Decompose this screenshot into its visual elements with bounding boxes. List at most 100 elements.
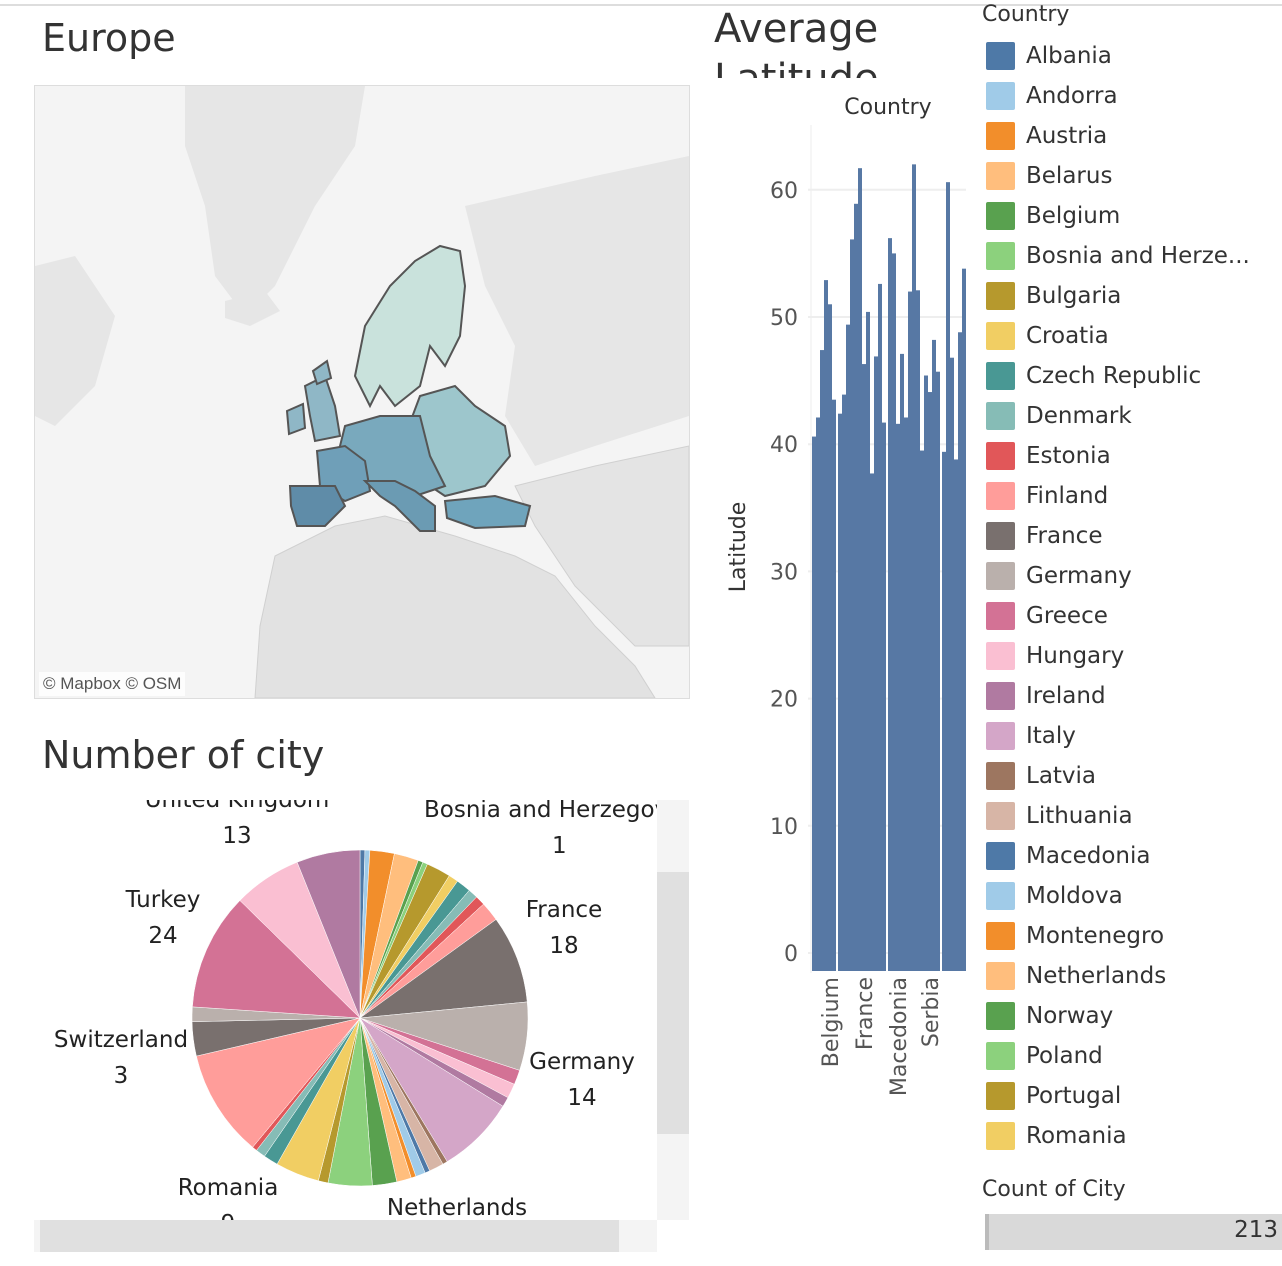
bar-belgium[interactable] xyxy=(828,304,832,971)
map-region-iberia[interactable] xyxy=(288,485,347,527)
legend-swatch xyxy=(986,242,1015,270)
legend-item[interactable]: Czech Republic xyxy=(986,361,1201,391)
legend-item[interactable]: Norway xyxy=(986,1001,1113,1031)
pie-slice-country[interactable] xyxy=(196,1017,361,1148)
bar-netherlands[interactable] xyxy=(908,291,912,971)
legend-item[interactable]: Finland xyxy=(986,481,1108,511)
legend-item[interactable]: Netherlands xyxy=(986,961,1166,991)
legend-item[interactable]: Albania xyxy=(986,41,1112,71)
bar-albania[interactable] xyxy=(812,436,816,971)
map-attribution[interactable]: © Mapbox © OSM xyxy=(39,672,186,696)
legend-item[interactable]: Poland xyxy=(986,1041,1103,1071)
bar-norway[interactable] xyxy=(912,164,916,972)
bar-latvia[interactable] xyxy=(888,238,892,972)
map-region-turkey[interactable] xyxy=(443,494,532,530)
bar-romania[interactable] xyxy=(924,375,928,972)
bar-switzerland[interactable] xyxy=(950,357,954,972)
legend-item[interactable]: Bulgaria xyxy=(986,281,1121,311)
map-region-italy-balkans[interactable] xyxy=(362,480,436,532)
legend-label: Estonia xyxy=(1026,443,1111,469)
pie-slice-france[interactable] xyxy=(359,919,528,1019)
legend-item[interactable]: Denmark xyxy=(986,401,1132,431)
bar-country[interactable] xyxy=(946,182,950,972)
legend-item[interactable]: Latvia xyxy=(986,761,1096,791)
legend-item[interactable]: Italy xyxy=(986,721,1076,751)
bar-macedonia[interactable] xyxy=(896,423,900,971)
legend-swatch xyxy=(986,162,1015,190)
bar-croatia[interactable] xyxy=(842,394,846,971)
bar-moldova[interactable] xyxy=(900,353,904,971)
horizontal-scroll-thumb[interactable] xyxy=(40,1220,619,1252)
legend-item[interactable]: Andorra xyxy=(986,81,1118,111)
legend-label: Germany xyxy=(1026,563,1132,589)
legend-item[interactable]: Bosnia and Herze... xyxy=(986,241,1250,271)
europe-map[interactable]: © Mapbox © OSM xyxy=(34,85,690,699)
legend-item[interactable]: Macedonia xyxy=(986,841,1150,871)
bar-greece[interactable] xyxy=(870,473,874,971)
legend-label: Lithuania xyxy=(1026,803,1133,829)
bar-finland[interactable] xyxy=(858,168,862,971)
legend-item[interactable]: Austria xyxy=(986,121,1107,151)
pie-slice-turkey[interactable] xyxy=(192,900,361,1019)
legend-item[interactable]: Croatia xyxy=(986,321,1109,351)
legend-item[interactable]: Germany xyxy=(986,561,1132,591)
pie-slice-united-kingdom[interactable] xyxy=(296,849,361,1019)
bar-czech-republic[interactable] xyxy=(846,324,850,971)
bar-turkey[interactable] xyxy=(954,459,958,971)
legend-item[interactable]: France xyxy=(986,521,1102,551)
bar-lithuania[interactable] xyxy=(892,253,896,971)
bar-portugal[interactable] xyxy=(920,450,924,971)
bar-ireland[interactable] xyxy=(878,283,882,971)
vertical-scroll-thumb[interactable] xyxy=(657,872,689,1134)
bar-bulgaria[interactable] xyxy=(838,413,842,971)
map-region-ireland[interactable] xyxy=(285,402,307,436)
bar-denmark[interactable] xyxy=(850,239,854,971)
bar-poland[interactable] xyxy=(916,290,920,972)
map-canvas[interactable] xyxy=(35,86,689,698)
bar-montenegro[interactable] xyxy=(904,417,908,971)
legend-item[interactable]: Hungary xyxy=(986,641,1124,671)
bar-bosnia-and-herzegovina[interactable] xyxy=(832,399,836,971)
bar-country[interactable] xyxy=(932,339,936,971)
legend-item[interactable]: Estonia xyxy=(986,441,1111,471)
bar-austria[interactable] xyxy=(820,350,824,971)
bar-andorra[interactable] xyxy=(816,417,820,971)
bar-belarus[interactable] xyxy=(824,280,828,971)
bar-chart[interactable]: Country Latitude 0 10 20 30 40 50 60 Belgium Fr… xyxy=(700,80,975,1120)
legend-swatch xyxy=(986,402,1015,430)
bar-serbia[interactable] xyxy=(928,392,932,972)
map-region-britain-north[interactable] xyxy=(311,359,333,386)
map-region-scandinavia[interactable] xyxy=(353,244,467,409)
legend-label: Austria xyxy=(1026,123,1108,149)
map-region-uk[interactable] xyxy=(303,374,342,443)
legend-item[interactable]: Belarus xyxy=(986,161,1112,191)
pie-vertical-scrollbar[interactable] xyxy=(657,800,689,1220)
bar-united-kingdom[interactable] xyxy=(962,268,966,971)
pie-horizontal-scrollbar[interactable] xyxy=(34,1220,657,1252)
bar-france[interactable] xyxy=(862,364,866,972)
legend-label: Italy xyxy=(1026,723,1076,749)
y-tick-label: 60 xyxy=(770,179,798,204)
legend-item[interactable]: Ireland xyxy=(986,681,1106,711)
count-of-city-bar[interactable]: 213 xyxy=(985,1214,1282,1250)
legend-item[interactable]: Belgium xyxy=(986,201,1120,231)
legend-item[interactable]: Portugal xyxy=(986,1081,1121,1111)
bar-country[interactable] xyxy=(942,451,946,971)
pie-chart[interactable] xyxy=(34,800,657,1220)
bar-country[interactable] xyxy=(936,371,940,971)
legend-item[interactable]: Romania xyxy=(986,1121,1127,1151)
legend-swatch xyxy=(986,522,1015,550)
bar-hungary[interactable] xyxy=(874,356,878,971)
legend-item[interactable]: Lithuania xyxy=(986,801,1133,831)
pie-label-france: France 18 xyxy=(525,897,603,959)
bar-country[interactable] xyxy=(958,332,962,971)
map-title: Europe xyxy=(42,16,176,60)
legend-item[interactable]: Montenegro xyxy=(986,921,1164,951)
bar-germany[interactable] xyxy=(866,311,870,971)
bar-estonia[interactable] xyxy=(854,203,858,971)
legend-item[interactable]: Greece xyxy=(986,601,1108,631)
legend-swatch xyxy=(986,1122,1015,1150)
legend-item[interactable]: Moldova xyxy=(986,881,1123,911)
bar-italy[interactable] xyxy=(882,422,886,971)
